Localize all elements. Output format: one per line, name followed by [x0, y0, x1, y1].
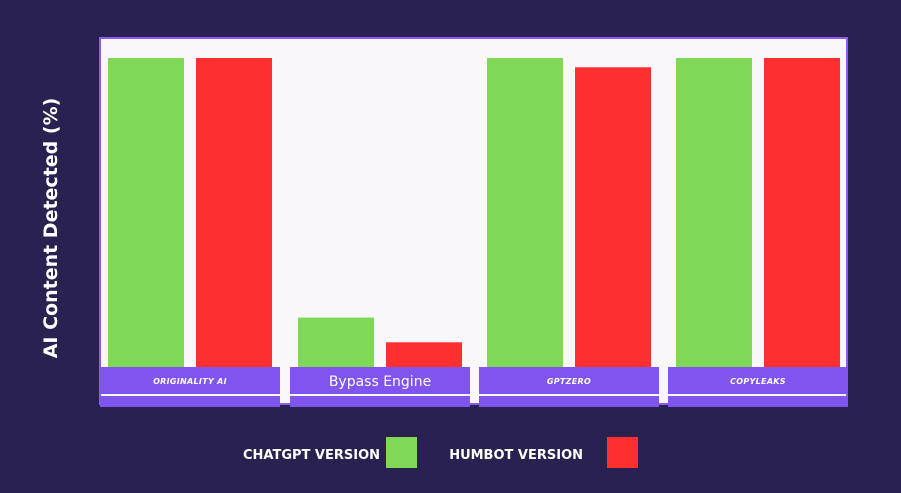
category-label-originality-ai: ORIGINALITY AI — [153, 377, 227, 386]
legend-swatch-chatgpt — [386, 437, 417, 468]
bar-chatgpt-gptzero — [487, 58, 563, 367]
bar-humbot-gptzero — [575, 67, 651, 368]
category-band-base-copyleaks — [668, 396, 848, 407]
legend: CHATGPT VERSION HUMBOT VERSION — [243, 437, 638, 468]
category-label-bypass-engine: Bypass Engine — [329, 374, 431, 390]
bar-chatgpt-originality-ai — [108, 58, 184, 367]
category-label-copyleaks: COPYLEAKS — [730, 377, 786, 386]
bar-chatgpt-copyleaks — [676, 58, 752, 367]
bar-humbot-originality-ai — [196, 58, 272, 367]
category-bands-group: ORIGINALITY AI Bypass Engine GPTZERO COPYLE… — [100, 367, 848, 407]
y-axis-label: AI Content Detected (%) — [40, 98, 62, 359]
category-band-base-originality-ai — [100, 396, 280, 407]
category-band-base-gptzero — [479, 396, 659, 407]
legend-label-chatgpt: CHATGPT VERSION — [243, 448, 380, 463]
category-band-copyleaks — [668, 367, 848, 394]
category-band-bypass-engine — [290, 367, 470, 394]
bar-humbot-bypass-engine — [386, 342, 462, 367]
legend-swatch-humbot — [607, 437, 638, 468]
category-band-base-bypass-engine — [290, 396, 470, 407]
category-band-originality-ai — [100, 367, 280, 394]
legend-label-humbot: HUMBOT VERSION — [449, 448, 583, 463]
bar-chatgpt-bypass-engine — [298, 317, 374, 367]
bars-group — [108, 58, 840, 368]
category-label-gptzero: GPTZERO — [547, 377, 591, 386]
category-band-gptzero — [479, 367, 659, 394]
bar-humbot-copyleaks — [764, 58, 840, 367]
